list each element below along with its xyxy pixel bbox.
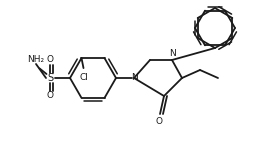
Text: S: S: [47, 73, 53, 83]
Text: Cl: Cl: [79, 73, 88, 82]
Text: N: N: [131, 74, 137, 83]
Text: O: O: [156, 117, 163, 126]
Text: O: O: [47, 92, 53, 101]
Text: NH₂: NH₂: [27, 54, 44, 63]
Text: O: O: [47, 55, 53, 64]
Text: N: N: [169, 49, 175, 58]
